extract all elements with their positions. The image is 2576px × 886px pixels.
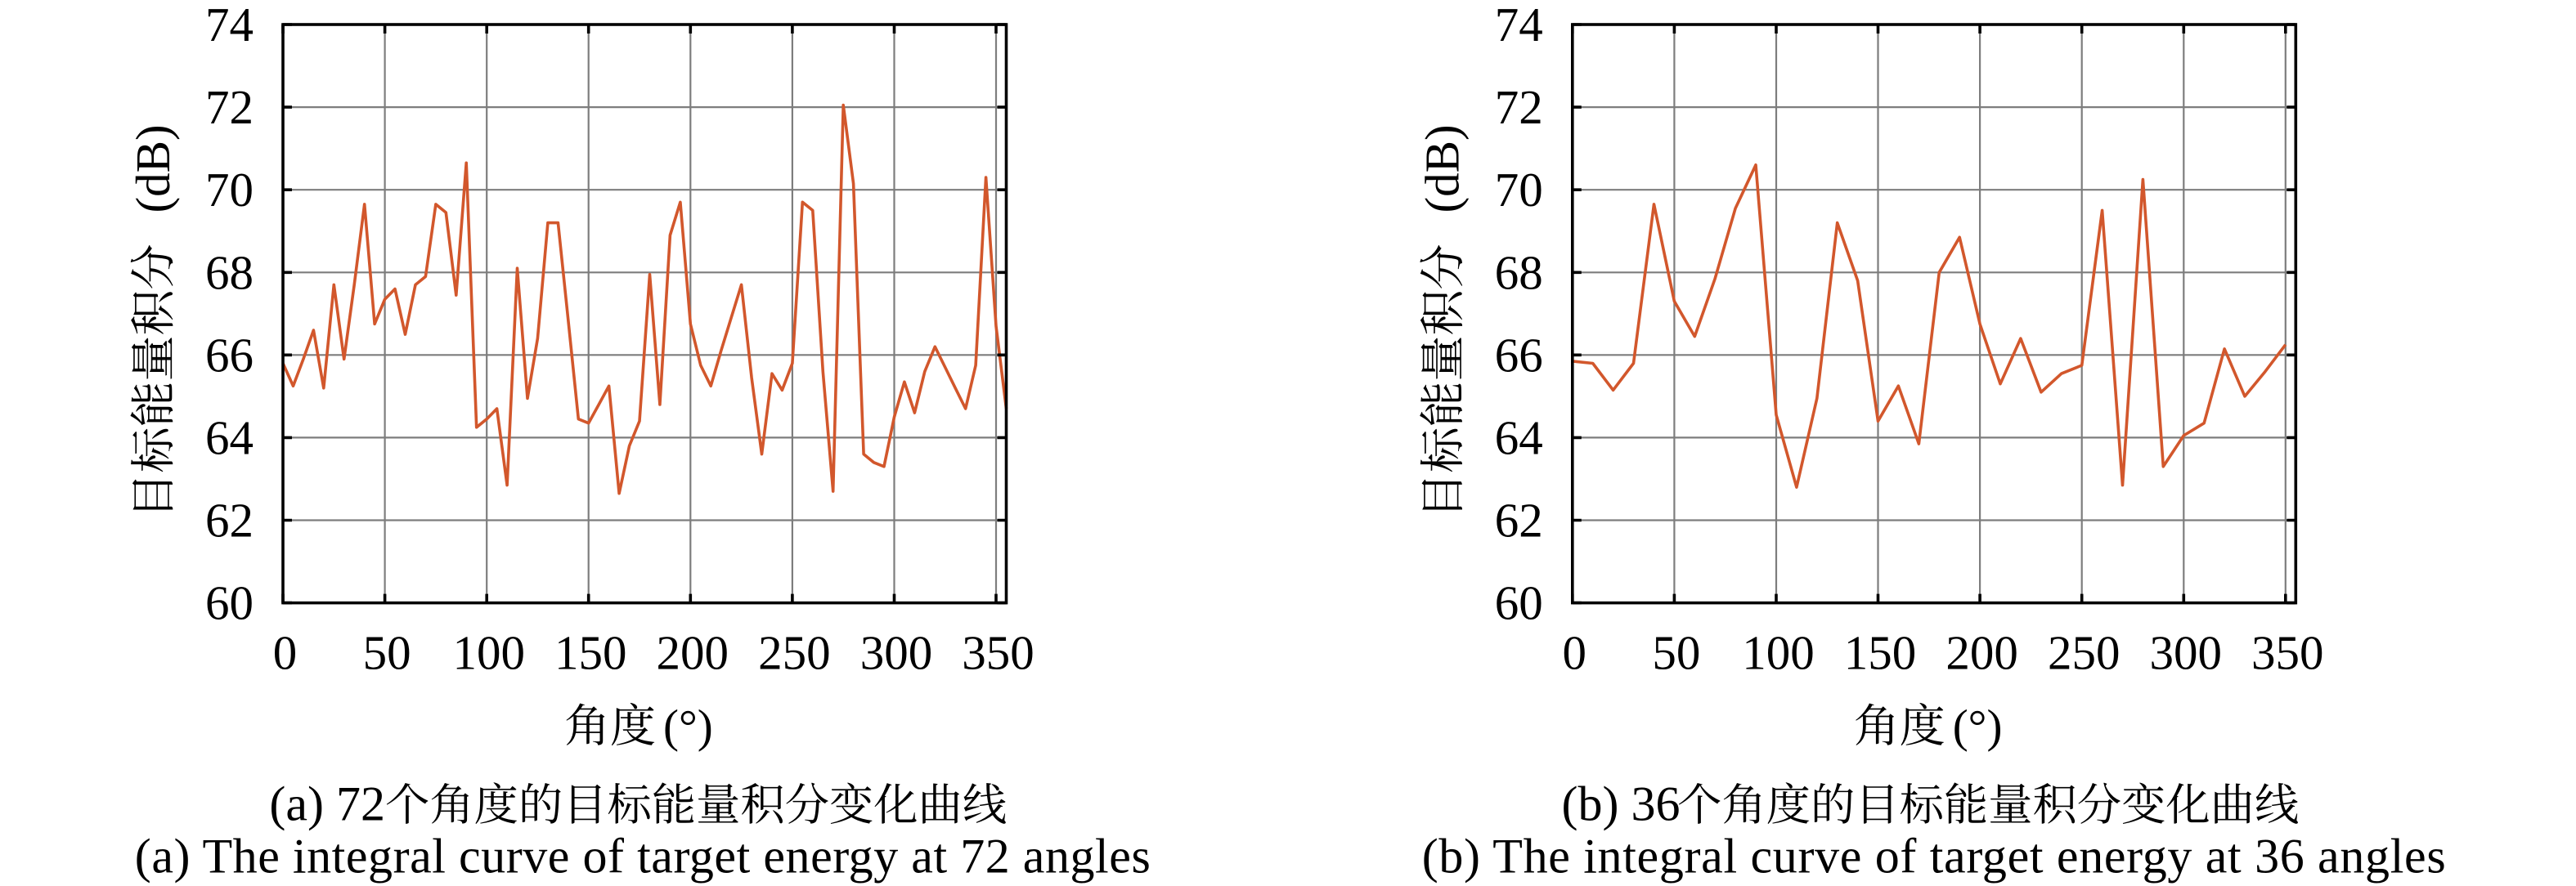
svg-text:74: 74 — [205, 0, 254, 51]
svg-text:250: 250 — [758, 626, 831, 680]
svg-text:70: 70 — [205, 163, 254, 217]
svg-text:100: 100 — [1742, 626, 1815, 680]
svg-text:66: 66 — [205, 328, 254, 382]
svg-text:(a) 72: (a) 72 — [269, 777, 385, 831]
svg-text:200: 200 — [1945, 626, 2018, 680]
svg-text:72: 72 — [1495, 80, 1543, 134]
svg-text:(°): (°) — [663, 701, 713, 753]
svg-text:62: 62 — [205, 494, 254, 548]
svg-text:60: 60 — [205, 576, 254, 630]
svg-text:66: 66 — [1495, 328, 1543, 382]
svg-text:(b) 36: (b) 36 — [1562, 777, 1681, 831]
svg-text:250: 250 — [2048, 626, 2120, 680]
svg-text:70: 70 — [1495, 163, 1543, 217]
svg-text:50: 50 — [1652, 626, 1700, 680]
svg-text:(b) The integral curve of targ: (b) The integral curve of target energy … — [1422, 830, 2446, 884]
svg-text:200: 200 — [657, 626, 729, 680]
svg-text:300: 300 — [860, 626, 933, 680]
svg-text:68: 68 — [1495, 245, 1543, 299]
svg-text:(a) The integral curve of targ: (a) The integral curve of target energy … — [135, 830, 1151, 884]
svg-text:100: 100 — [452, 626, 525, 680]
svg-text:60: 60 — [1495, 576, 1543, 630]
svg-text:350: 350 — [962, 626, 1034, 680]
svg-text:0: 0 — [1563, 626, 1587, 680]
svg-text:74: 74 — [1495, 0, 1543, 51]
svg-text:(°): (°) — [1953, 701, 2003, 753]
svg-text:68: 68 — [205, 245, 254, 299]
svg-text:150: 150 — [1844, 626, 1917, 680]
svg-text:(dB): (dB) — [1416, 124, 1470, 213]
svg-text:72: 72 — [205, 80, 254, 134]
svg-text:300: 300 — [2150, 626, 2223, 680]
svg-text:62: 62 — [1495, 494, 1543, 548]
svg-text:64: 64 — [205, 410, 254, 464]
svg-text:64: 64 — [1495, 410, 1543, 464]
svg-text:(dB): (dB) — [126, 124, 180, 213]
svg-text:150: 150 — [554, 626, 627, 680]
svg-text:50: 50 — [363, 626, 411, 680]
svg-text:0: 0 — [273, 626, 298, 680]
svg-text:350: 350 — [2251, 626, 2324, 680]
